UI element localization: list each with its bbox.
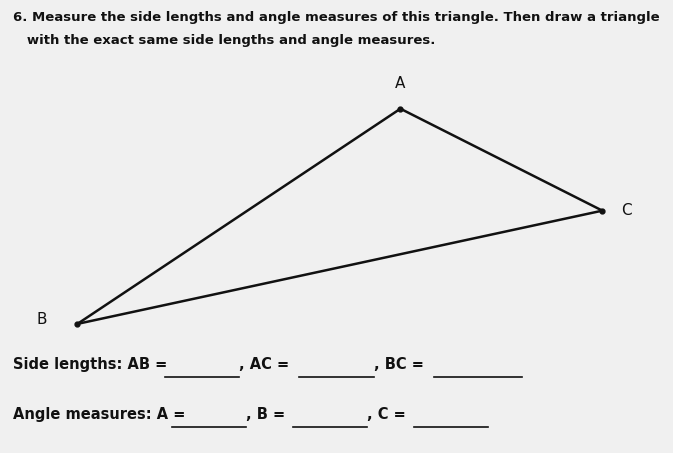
Text: A: A [395, 76, 406, 91]
Text: Side lengths: AB =: Side lengths: AB = [13, 357, 168, 372]
Text: , B =: , B = [246, 407, 285, 422]
Text: , BC =: , BC = [374, 357, 423, 372]
Text: C: C [621, 203, 632, 218]
Text: 6. Measure the side lengths and angle measures of this triangle. Then draw a tri: 6. Measure the side lengths and angle me… [13, 11, 660, 24]
Text: with the exact same side lengths and angle measures.: with the exact same side lengths and ang… [13, 34, 436, 47]
Text: , C =: , C = [367, 407, 406, 422]
Text: Angle measures: A =: Angle measures: A = [13, 407, 186, 422]
Text: , AC =: , AC = [239, 357, 289, 372]
Text: B: B [36, 312, 47, 327]
